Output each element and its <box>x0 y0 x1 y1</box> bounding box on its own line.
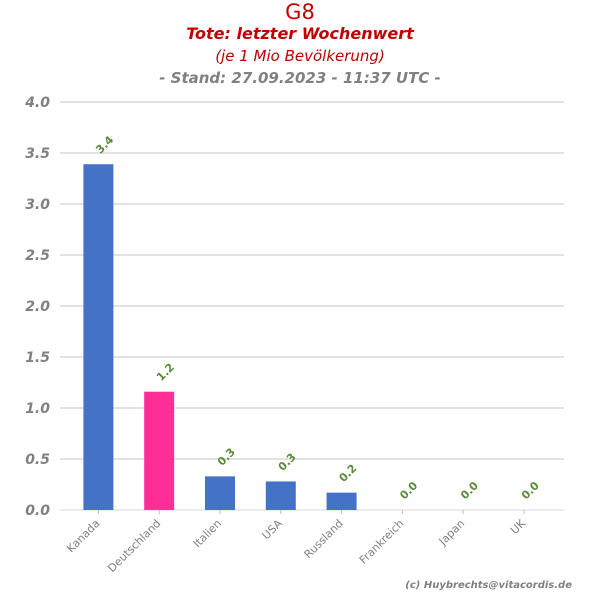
bar-usa <box>265 481 296 510</box>
chart-subtitle-date: - Stand: 27.09.2023 - 11:37 UTC - <box>159 69 441 87</box>
credit-text: (c) Huybrechts@vitacordis.de <box>405 580 572 591</box>
bar-italien <box>204 476 235 510</box>
y-tick-label: 3.5 <box>25 146 50 162</box>
chart-subtitle: Tote: letzter Wochenwert <box>186 24 414 43</box>
x-tick-label-kanada: Kanada <box>64 517 102 555</box>
y-tick-label: 1.0 <box>25 401 50 417</box>
x-tick-label-russland: Russland <box>302 517 346 561</box>
y-tick-label: 2.0 <box>25 299 50 315</box>
y-tick-label: 0.0 <box>25 503 50 519</box>
y-tick-label: 3.0 <box>25 197 50 213</box>
x-tick-label-usa: USA <box>260 517 286 543</box>
chart-subtitle-unit: (je 1 Mio Bevölkerung) <box>215 47 385 65</box>
y-tick-label: 1.5 <box>25 350 50 366</box>
y-tick-label: 0.5 <box>25 452 50 468</box>
y-tick-label: 2.5 <box>25 248 50 264</box>
data-label-frankreich: 0.0 <box>397 479 420 502</box>
data-label-deutschland: 1.2 <box>154 361 177 384</box>
x-tick-label-italien: Italien <box>191 517 224 550</box>
data-label-uk: 0.0 <box>519 479 542 502</box>
chart-title: G8 <box>285 0 315 24</box>
bar-russland <box>326 492 357 510</box>
x-tick-label-uk: UK <box>508 516 529 537</box>
bars <box>83 164 357 510</box>
bar-kanada <box>83 164 114 510</box>
x-axis-ticks: Kanada Deutschland Italien USA Russland Frank… <box>64 510 529 575</box>
data-label-russland: 0.2 <box>337 462 360 485</box>
x-tick-label-japan: Japan <box>436 517 468 549</box>
y-axis-ticks: 0.0 0.5 1.0 1.5 2.0 2.5 3.0 3.5 4.0 <box>24 95 50 519</box>
x-tick-label-deutschland: Deutschland <box>105 517 163 575</box>
data-label-usa: 0.3 <box>276 451 299 474</box>
x-tick-label-frankreich: Frankreich <box>357 517 407 567</box>
bar-deutschland <box>144 391 175 510</box>
grid-lines <box>60 101 564 511</box>
data-label-italien: 0.3 <box>215 445 238 468</box>
y-tick-label: 4.0 <box>24 95 50 111</box>
data-label-japan: 0.0 <box>458 479 481 502</box>
